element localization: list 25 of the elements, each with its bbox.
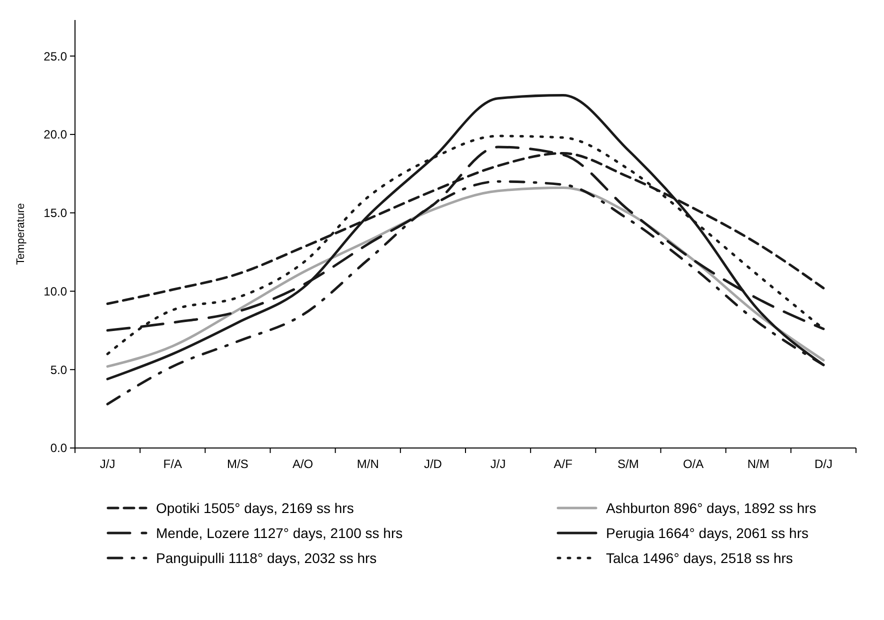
y-axis-title: Temperature — [15, 203, 27, 265]
x-tick-label: M/N — [356, 457, 379, 471]
x-tick-label: M/S — [227, 457, 248, 471]
y-tick-label: 25.0 — [44, 49, 68, 64]
legend-label: Mende, Lozere 1127° days, 2100 ss hrs — [156, 524, 403, 541]
x-tick-label: J/J — [100, 457, 116, 471]
y-tick-label: 0.0 — [50, 441, 68, 456]
x-tick-label: F/A — [163, 457, 182, 471]
y-tick-label: 5.0 — [50, 362, 68, 377]
x-tick-label: J/J — [490, 457, 506, 471]
x-tick-label: S/M — [618, 457, 639, 471]
legend-label: Perugia 1664° days, 2061 ss hrs — [606, 524, 809, 541]
legend-label: Ashburton 896° days, 1892 ss hrs — [606, 500, 816, 516]
legend-label: Opotiki 1505° days, 2169 ss hrs — [156, 500, 354, 516]
legend-label: Talca 1496° days, 2518 ss hrs — [606, 550, 793, 566]
x-tick-label: D/J — [814, 457, 832, 471]
x-tick-label: O/A — [682, 457, 704, 471]
legend-label: Panguipulli 1118° days, 2032 ss hrs — [156, 550, 377, 566]
y-tick-label: 10.0 — [44, 284, 68, 298]
x-tick-label: N/M — [747, 457, 770, 471]
y-tick-label: 15.0 — [44, 206, 68, 220]
x-tick-label: J/D — [424, 457, 442, 471]
x-tick-label: A/O — [292, 457, 314, 471]
y-tick-label: 20.0 — [44, 128, 68, 142]
x-tick-label: A/F — [554, 457, 572, 471]
